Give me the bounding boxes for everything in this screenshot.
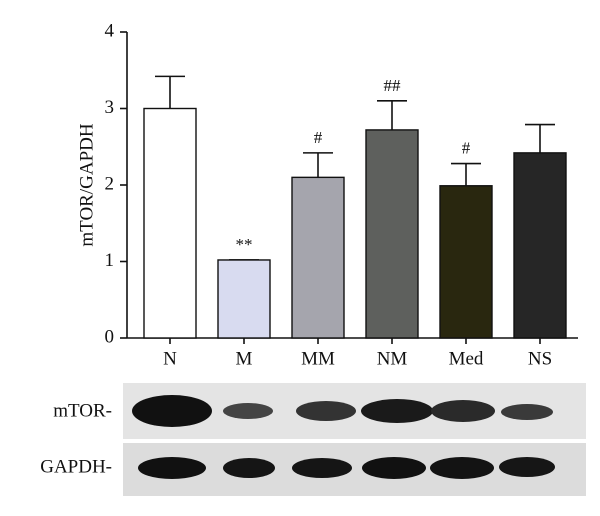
- bar: [513, 152, 567, 339]
- y-tick-label: 3: [105, 97, 115, 118]
- blot-label: mTOR-: [53, 400, 112, 421]
- y-tick-label: 1: [105, 250, 115, 271]
- x-tick-label: NS: [528, 348, 552, 369]
- y-tick-label: 0: [105, 326, 115, 347]
- band: [223, 403, 273, 419]
- western-blot: mTOR- GAPDH-: [40, 383, 586, 496]
- bar: [217, 259, 271, 339]
- y-axis-label: mTOR/GAPDH: [76, 123, 97, 246]
- significance-mark: ##: [384, 76, 402, 95]
- band: [132, 395, 212, 427]
- x-tick-label: M: [236, 348, 253, 369]
- x-tick-label: NM: [377, 348, 408, 369]
- bar: [365, 129, 419, 339]
- x-tick-label: N: [163, 348, 177, 369]
- band: [362, 457, 426, 479]
- bar: [143, 107, 197, 339]
- band: [223, 458, 275, 478]
- blot-label: GAPDH-: [40, 456, 112, 477]
- band: [430, 457, 494, 479]
- y-tick-label: 2: [105, 173, 115, 194]
- band: [499, 457, 555, 477]
- band: [361, 399, 433, 423]
- y-tick-label: 4: [105, 20, 115, 41]
- band: [138, 457, 206, 479]
- band: [431, 400, 495, 422]
- band: [501, 404, 553, 420]
- significance-mark: #: [462, 138, 471, 157]
- band: [292, 458, 352, 478]
- significance-mark: **: [236, 235, 253, 254]
- x-tick-label: MM: [301, 348, 335, 369]
- x-tick-label: Med: [449, 348, 484, 369]
- band: [296, 401, 356, 421]
- bar: [439, 185, 493, 339]
- bar: [291, 176, 345, 339]
- significance-mark: #: [314, 128, 323, 147]
